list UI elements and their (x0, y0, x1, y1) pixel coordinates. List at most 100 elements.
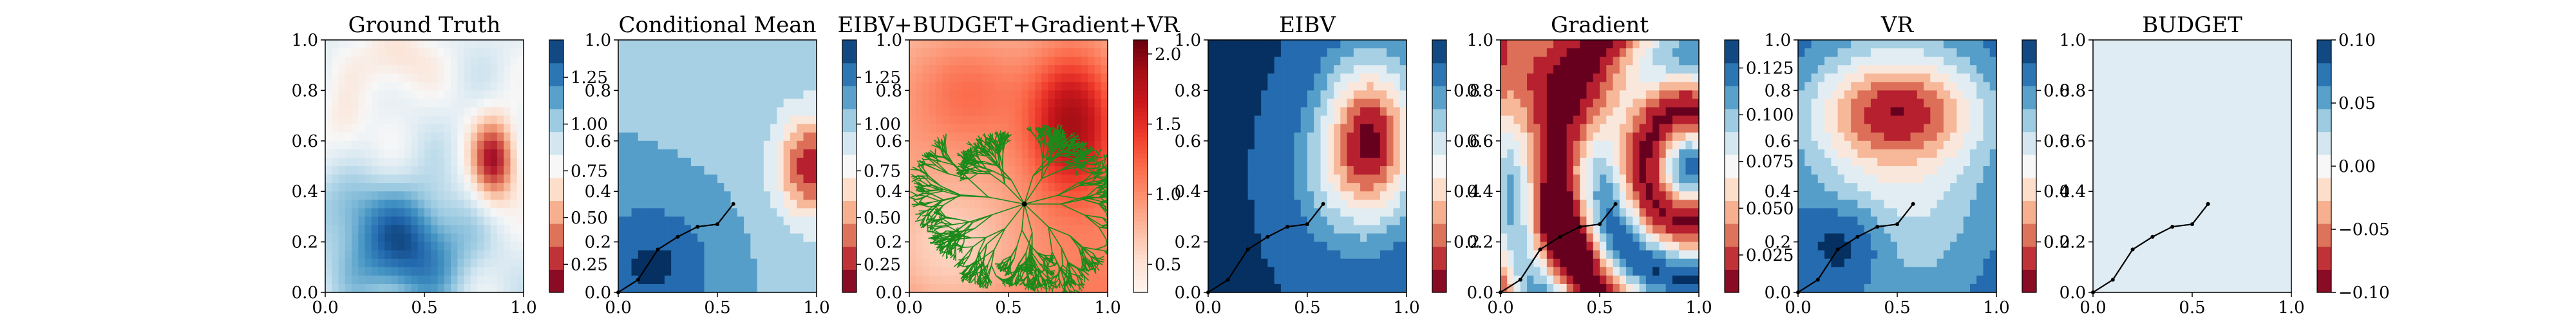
tree-edge (1084, 214, 1099, 228)
tree-edge (959, 272, 965, 275)
heatmap-cell (730, 283, 738, 293)
heatmap-cell (684, 99, 692, 108)
heatmap-cell (484, 57, 491, 66)
heatmap-cell (770, 267, 777, 276)
heatmap-cell (638, 73, 645, 82)
heatmap-cell (730, 183, 738, 192)
heatmap-cell (1101, 90, 1108, 100)
heatmap-cell (424, 124, 431, 133)
heatmap-cell (922, 82, 930, 91)
heatmap-cell (504, 208, 511, 217)
heatmap-cell (397, 107, 405, 117)
tree-edge (958, 255, 966, 263)
heatmap-cell (625, 157, 632, 167)
heatmap-cell (1068, 57, 1075, 66)
heatmap-cell (516, 124, 524, 133)
heatmap-cell (345, 267, 352, 276)
heatmap-cell (803, 258, 811, 268)
heatmap-cell (504, 157, 511, 167)
heatmap-cell (470, 233, 478, 243)
heatmap-cell (1035, 48, 1042, 57)
heatmap-cell (1081, 132, 1088, 142)
heatmap-cell (504, 242, 511, 251)
heatmap-cell (431, 242, 439, 251)
heatmap-cell (338, 57, 346, 66)
tree-edge (953, 254, 956, 260)
heatmap-cell (490, 99, 498, 108)
heatmap-cell (922, 283, 930, 293)
heatmap-cell (1021, 65, 1029, 74)
heatmap-cell (969, 242, 976, 251)
heatmap-cell (338, 250, 346, 260)
heatmap-cell (504, 99, 511, 108)
heatmap-cell (936, 250, 943, 260)
heatmap-cell (777, 283, 784, 293)
heatmap-cell (989, 40, 996, 49)
heatmap-cell (325, 216, 332, 226)
heatmap-cell (730, 242, 738, 251)
tree-edge (1072, 165, 1077, 172)
heatmap-cell (464, 90, 471, 100)
heatmap-cell (484, 90, 491, 100)
tree-edge (948, 244, 953, 247)
heatmap-cell (664, 57, 672, 66)
tree-edge (992, 171, 1012, 181)
heatmap-cell (1054, 250, 1062, 260)
heatmap-cell (651, 191, 659, 200)
heatmap-cell (790, 115, 797, 125)
heatmap-cell (916, 149, 923, 158)
tree-edge (1045, 282, 1047, 287)
heatmap-cell (677, 208, 685, 217)
heatmap-cell (790, 225, 797, 234)
tree-edge (934, 168, 949, 175)
heatmap-cell (969, 200, 976, 209)
heatmap-cell (744, 267, 751, 276)
heatmap-cell (1041, 107, 1049, 117)
tree-edge (1007, 270, 1009, 274)
heatmap-cell (391, 48, 399, 57)
heatmap-cell (763, 157, 771, 167)
heatmap-cell (352, 175, 359, 184)
heatmap-cell (975, 107, 983, 117)
heatmap-cell (1048, 65, 1056, 74)
heatmap-cell (969, 99, 976, 108)
tree-edge (963, 151, 969, 155)
tree-edge (942, 142, 943, 148)
heatmap-cell (1048, 40, 1056, 49)
heatmap-cell (484, 115, 491, 125)
heatmap-cell (1068, 157, 1075, 167)
heatmap-cell (975, 208, 983, 217)
heatmap-cell (411, 175, 419, 184)
colorbar: 0.250.500.751.001.25 (842, 39, 901, 293)
heatmap-cell (763, 40, 771, 49)
heatmap-cell (658, 115, 665, 125)
heatmap-cell (750, 191, 758, 200)
heatmap-cell (770, 208, 777, 217)
tree-edge (1048, 140, 1055, 149)
heatmap-cell (1081, 124, 1088, 133)
heatmap-cell (431, 115, 439, 125)
heatmap-cell (1015, 65, 1023, 74)
heatmap-cell (995, 40, 1003, 49)
heatmap-cell (1054, 107, 1062, 117)
heatmap-cell (803, 191, 811, 200)
heatmap-cell (909, 82, 916, 91)
tree-edge (963, 169, 970, 175)
heatmap-cell (955, 275, 963, 285)
heatmap-cell (451, 149, 458, 158)
heatmap-cell (431, 258, 439, 268)
heatmap-cell (464, 48, 471, 57)
tree-edge (1002, 140, 1005, 146)
heatmap-cell (744, 140, 751, 150)
heatmap-cell (677, 90, 685, 100)
tree-edge (1028, 257, 1032, 265)
tree-edge (918, 187, 924, 192)
tree-edge (960, 194, 989, 198)
heatmap-cell (1074, 107, 1082, 117)
heatmap-cell (618, 233, 625, 243)
heatmap-cell (1009, 216, 1016, 226)
heatmap-cell (763, 132, 771, 142)
heatmap-cell (929, 90, 936, 100)
tree-edge (911, 174, 918, 179)
tree-edge (971, 259, 981, 266)
